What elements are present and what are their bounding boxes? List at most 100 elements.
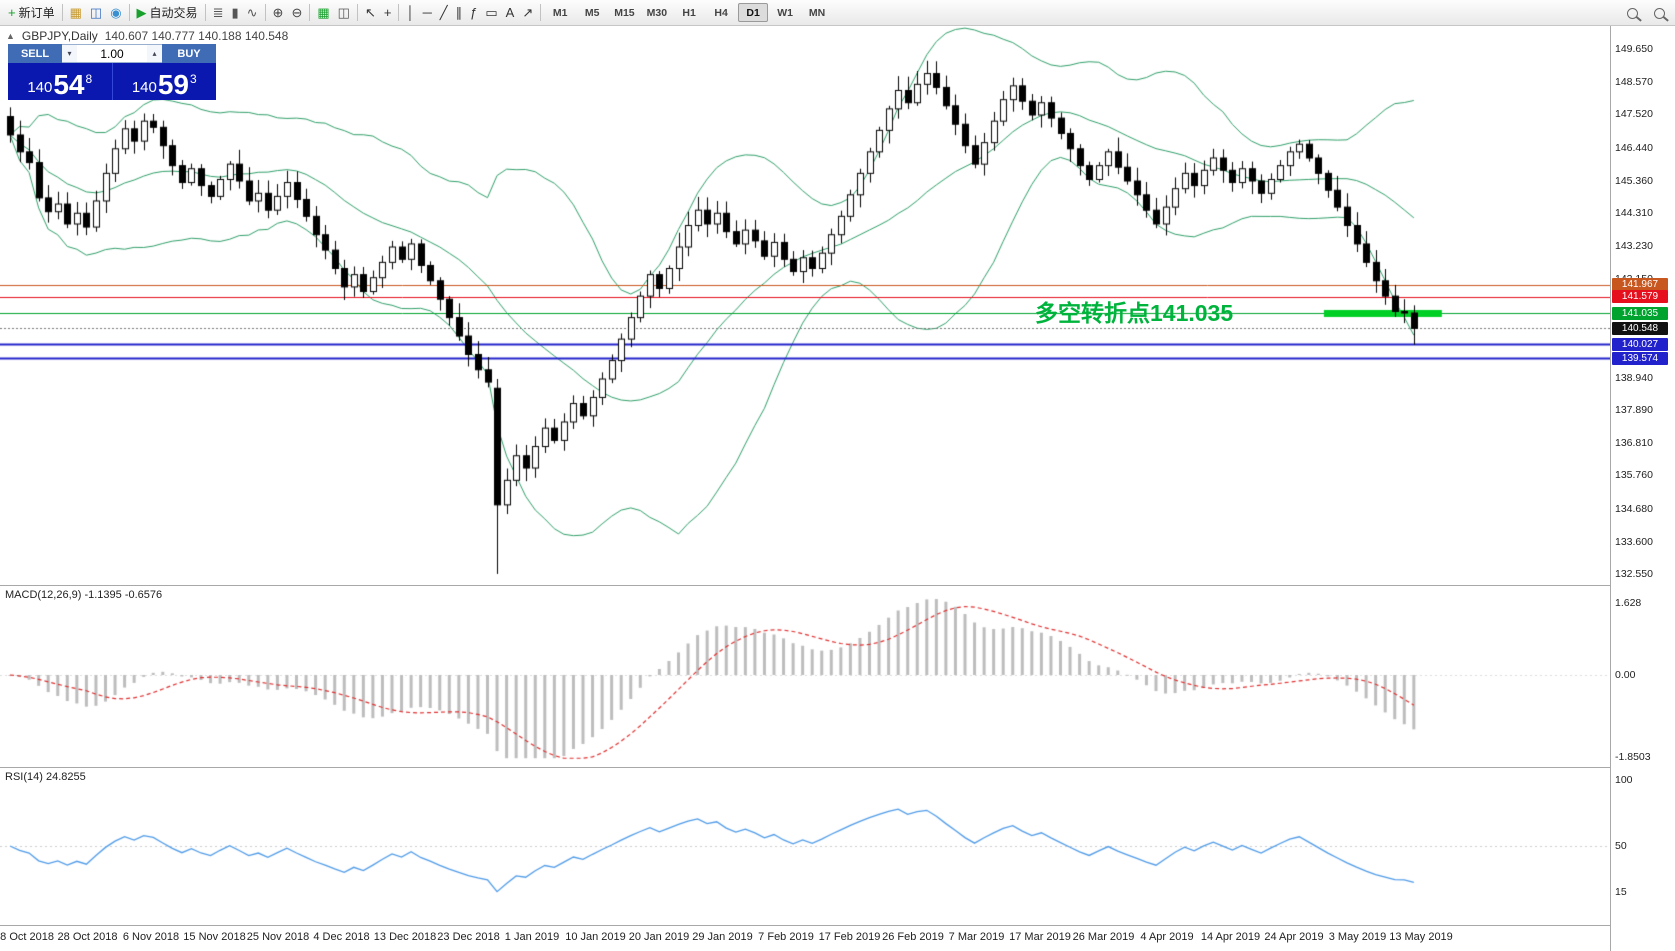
profiles-button[interactable]: ◫ <box>86 3 106 23</box>
trendline-button[interactable]: ╱ <box>436 3 452 23</box>
price-tick: 132.550 <box>1615 567 1653 580</box>
crosshair-button[interactable]: + <box>380 3 396 23</box>
crosshair-icon: + <box>383 5 392 20</box>
price-chart-canvas[interactable] <box>0 26 1610 585</box>
timeframe-w1-button[interactable]: W1 <box>777 6 793 19</box>
fibonacci-button[interactable]: ƒ <box>466 3 481 23</box>
timeframe-m1-button[interactable]: M1 <box>552 6 568 19</box>
sell-button[interactable]: SELL <box>8 44 62 63</box>
help-button[interactable]: ◉ <box>106 3 125 23</box>
channel-button[interactable]: ∥ <box>452 3 467 23</box>
buy-price-big-figure: 140 <box>131 79 157 96</box>
symbol-title: GBPJPY,Daily <box>21 29 98 43</box>
one-click-trade-panel: SELL ▾ ▴ BUY 140 54 8 140 59 <box>8 44 216 100</box>
sell-price-button[interactable]: 140 54 8 <box>8 63 113 100</box>
zoom-out-button[interactable]: ⊖ <box>287 3 306 23</box>
toolbar: + 新订单 ▦ ◫ ◉ ▶ 自动交易 ≣ ▮ ∿ ⊕ ⊖ ▦ ◫ ↖ + │ ─ ╱ ∥ ƒ ▭ A ↗ M1 M5 M15 M30 H… <box>0 0 1675 26</box>
time-axis[interactable]: 18 Oct 2018 28 Oct 2018 6 Nov 2018 15 Nov 2… <box>0 926 1610 951</box>
zoom-out-icon: ⊖ <box>291 5 303 20</box>
rsi-label: RSI(14) 24.8255 <box>5 771 86 783</box>
macd-canvas[interactable] <box>0 586 1610 767</box>
volume-input[interactable] <box>77 44 147 63</box>
hline-price-tag: 141.579 <box>1612 290 1668 304</box>
price-chart-panel: ▲ GBPJPY,Daily 140.607 140.777 140.188 1… <box>0 26 1610 585</box>
tile-windows-icon: ◫ <box>337 5 350 20</box>
price-tick: 143.230 <box>1615 240 1653 253</box>
global-search-button[interactable] <box>1650 3 1669 23</box>
shapes-icon: ▭ <box>485 5 498 20</box>
price-tick: 149.650 <box>1615 43 1653 56</box>
toolbar-separator <box>264 4 266 21</box>
timeframe-m15-button[interactable]: M15 <box>614 6 635 19</box>
panel-separator[interactable] <box>0 767 1675 768</box>
hline-price-tag: 141.967 <box>1612 278 1668 292</box>
date-label: 26 Mar 2019 <box>1072 931 1135 943</box>
autotrade-button[interactable]: ▶ 自动交易 <box>133 3 202 23</box>
price-tick: 148.570 <box>1615 76 1653 89</box>
price-tick: 144.310 <box>1615 206 1653 219</box>
rsi-tick: 50 <box>1615 840 1627 852</box>
sell-price-pips: 54 <box>53 68 85 100</box>
timeframe-m5-button[interactable]: M5 <box>584 6 600 19</box>
rsi-tick: 15 <box>1615 886 1627 899</box>
volume-increase-button[interactable]: ▴ <box>147 44 162 63</box>
bar-chart-button[interactable]: ≣ <box>209 3 228 23</box>
candlestick-button[interactable]: ▮ <box>227 3 242 23</box>
timeframe-mn-button[interactable]: MN <box>808 6 826 19</box>
toolbar-separator <box>61 4 63 21</box>
zoom-in-button[interactable]: ⊕ <box>269 3 288 23</box>
new-order-icon: + <box>8 5 16 20</box>
symbol-search-button[interactable] <box>1623 3 1642 23</box>
timeframe-d1-button[interactable]: D1 <box>738 3 769 22</box>
date-label: 1 Jan 2019 <box>504 931 560 943</box>
price-axis[interactable]: 149.650 148.570 147.520 146.440 145.360 144.3… <box>1610 26 1675 951</box>
timeframe-h1-button[interactable]: H1 <box>682 6 696 19</box>
timeframe-m30-button[interactable]: M30 <box>646 6 668 19</box>
magnifier-icon <box>1654 7 1665 19</box>
bar-chart-icon: ≣ <box>212 5 224 20</box>
toolbar-separator <box>398 4 400 21</box>
cursor-button[interactable]: ↖ <box>361 3 380 23</box>
date-label: 4 Apr 2019 <box>1140 931 1194 943</box>
help-icon: ◉ <box>110 5 122 20</box>
price-tick: 147.520 <box>1615 108 1653 121</box>
buy-price-button[interactable]: 140 59 3 <box>112 63 216 100</box>
horizontal-line-button[interactable]: ─ <box>419 3 436 23</box>
toolbar-separator <box>356 4 358 21</box>
caret-down-icon: ▾ <box>67 49 72 58</box>
annotation-text[interactable]: 多空转折点141.035 <box>1035 300 1234 326</box>
caret-up-icon: ▴ <box>152 49 157 58</box>
trade-panel-expander-icon[interactable]: ▲ <box>6 31 15 41</box>
cursor-arrow-icon: ↖ <box>364 5 376 20</box>
shapes-button[interactable]: ▭ <box>481 3 501 23</box>
line-chart-button[interactable]: ∿ <box>243 3 262 23</box>
sell-price-big-figure: 140 <box>27 79 53 96</box>
price-tick: 137.890 <box>1615 404 1653 417</box>
new-order-button[interactable]: + 新订单 <box>4 3 59 23</box>
date-label: 17 Mar 2019 <box>1009 931 1071 943</box>
price-tick: 135.760 <box>1615 469 1653 482</box>
macd-tick: -1.8503 <box>1615 750 1651 763</box>
buy-button[interactable]: BUY <box>162 44 216 63</box>
last-price-tag: 140.548 <box>1612 321 1668 335</box>
toolbar-separator <box>128 4 130 21</box>
volume-decrease-button[interactable]: ▾ <box>62 44 77 63</box>
hline-price-tag: 141.035 <box>1612 306 1668 320</box>
tile-windows-button[interactable]: ◫ <box>334 3 354 23</box>
arrows-button[interactable]: ↗ <box>518 3 537 23</box>
date-label: 13 Dec 2018 <box>373 931 437 943</box>
profiles-icon: ◫ <box>89 5 103 20</box>
toolbar-separator <box>204 4 206 21</box>
line-chart-icon: ∿ <box>246 5 258 20</box>
indicators-button[interactable]: ▦ <box>313 3 333 23</box>
timeframe-h4-button[interactable]: H4 <box>714 6 728 19</box>
sell-price-point: 8 <box>85 72 93 86</box>
panel-separator[interactable] <box>0 585 1675 586</box>
vertical-line-button[interactable]: │ <box>402 3 418 23</box>
autotrade-button-label: 自动交易 <box>149 6 198 20</box>
text-button[interactable]: A <box>502 3 519 23</box>
date-label: 14 Apr 2019 <box>1200 931 1261 943</box>
charts-button[interactable]: ▦ <box>66 3 86 23</box>
rsi-canvas[interactable] <box>0 768 1610 925</box>
